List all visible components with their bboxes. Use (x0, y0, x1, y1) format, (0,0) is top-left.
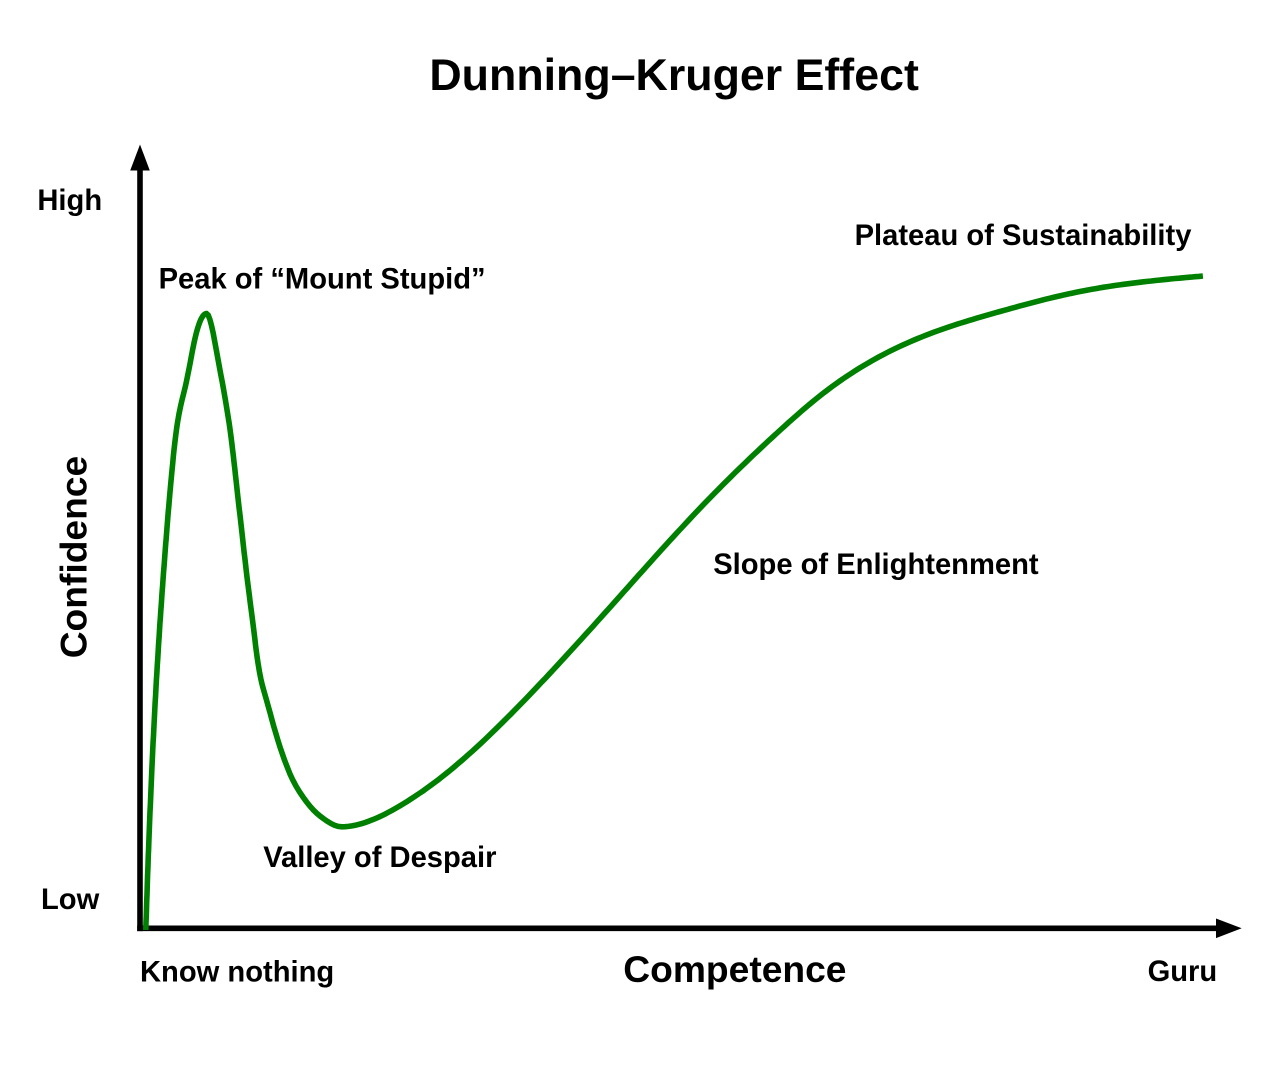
svg-text:Confidence: Confidence (53, 456, 95, 658)
svg-text:Slope of Enlightenment: Slope of Enlightenment (713, 549, 1039, 581)
svg-text:Dunning–Kruger Effect: Dunning–Kruger Effect (429, 51, 919, 100)
svg-text:Peak of “Mount Stupid”: Peak of “Mount Stupid” (159, 263, 486, 295)
svg-text:Plateau of Sustainability: Plateau of Sustainability (855, 220, 1193, 252)
svg-text:Guru: Guru (1148, 956, 1218, 988)
svg-text:High: High (37, 185, 102, 217)
svg-text:Know nothing: Know nothing (140, 956, 334, 988)
svg-text:Valley of Despair: Valley of Despair (263, 842, 496, 874)
svg-text:Competence: Competence (623, 948, 846, 990)
svg-text:Low: Low (41, 884, 100, 916)
